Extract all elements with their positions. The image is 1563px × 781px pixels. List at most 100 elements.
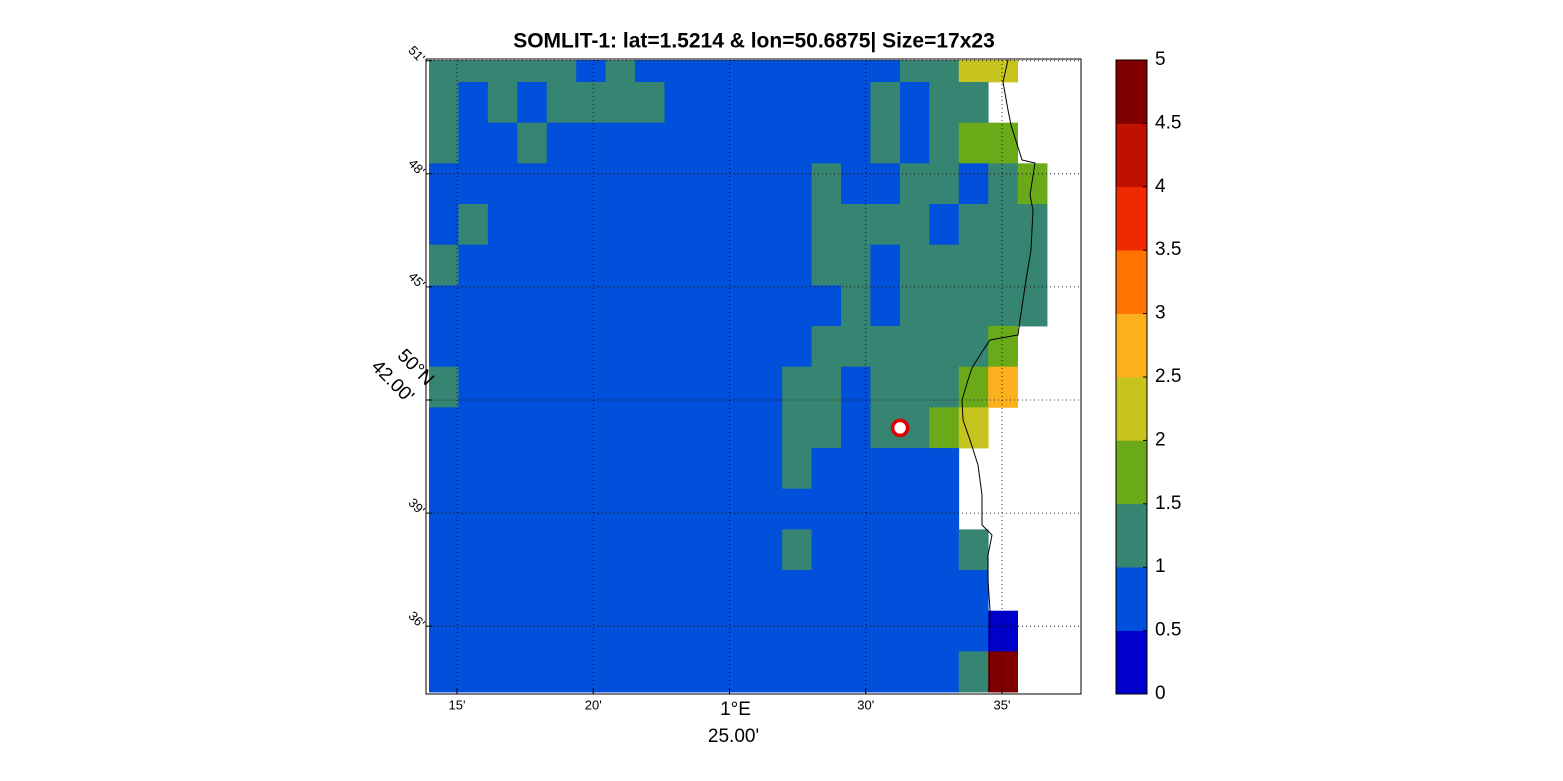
grid-cell [899, 651, 930, 693]
grid-cell [664, 407, 695, 449]
grid-cell [605, 60, 636, 83]
grid-cell [929, 60, 960, 83]
grid-cell [429, 651, 459, 693]
colorbar-segment [1116, 630, 1147, 695]
colorbar-tick-label: 2.5 [1155, 366, 1181, 387]
grid-cell [929, 448, 960, 490]
grid-cell [487, 488, 518, 530]
grid-cell [487, 407, 518, 449]
grid-cell [899, 204, 930, 246]
grid-cell [929, 82, 960, 124]
grid-cell [635, 163, 665, 205]
grid-cell [929, 529, 960, 571]
grid-cell [723, 60, 754, 83]
grid-cell [811, 488, 842, 530]
map-frame [425, 58, 1082, 695]
grid-cell [899, 610, 930, 652]
grid-cell [841, 244, 871, 286]
grid-cell [664, 366, 695, 408]
colorbar-tick-label: 0.5 [1155, 620, 1181, 641]
grid-cell [458, 407, 489, 449]
grid-cell [811, 529, 842, 571]
grid-cell [782, 488, 812, 530]
grid-cell [870, 610, 901, 652]
grid-cell [752, 326, 783, 368]
grid-cell [664, 244, 695, 286]
grid-cell [605, 204, 636, 246]
grid-cell [723, 285, 754, 327]
grid-cell [458, 366, 489, 408]
lon-tick-label: 15' [449, 697, 466, 712]
grid-cell [664, 326, 695, 368]
grid-cell [958, 82, 989, 124]
grid-cell [517, 82, 548, 124]
grid-cell [458, 529, 489, 571]
grid-cell [782, 326, 812, 368]
colorbar-tick-label: 3.5 [1155, 239, 1181, 260]
map-title: SOMLIT-1: lat=1.5214 & lon=50.6875| Size… [513, 30, 995, 53]
grid-cell [664, 82, 695, 124]
grid-cell [546, 448, 577, 490]
grid-cell [782, 163, 812, 205]
grid-cell [811, 82, 842, 124]
lon-degree-label: 1°E [720, 699, 751, 720]
lat-tick-label: 51' [405, 43, 428, 66]
grid-cell [929, 651, 960, 693]
grid-cell [458, 122, 489, 164]
grid-cell [605, 366, 636, 408]
grid-cell [487, 326, 518, 368]
grid-cell [929, 326, 960, 368]
grid-cell [576, 651, 606, 693]
grid-cell [605, 244, 636, 286]
grid-cell [635, 60, 665, 83]
grid-cell [723, 651, 754, 693]
grid-cell [988, 122, 1018, 164]
grid-cell [752, 122, 783, 164]
grid-cell [487, 529, 518, 571]
grid-cell [811, 366, 842, 408]
grid-cell [635, 244, 665, 286]
grid-cell [841, 366, 871, 408]
grid-cell [693, 163, 724, 205]
grid-cell [517, 407, 548, 449]
grid-cell [958, 326, 989, 368]
grid-cell [487, 366, 518, 408]
grid-cell [841, 163, 871, 205]
grid-cell [752, 285, 783, 327]
grid-cell [458, 610, 489, 652]
grid-cell [841, 448, 871, 490]
grid-cell [576, 82, 606, 124]
grid-cell [487, 448, 518, 490]
grid-cell [576, 366, 606, 408]
grid-cell [576, 448, 606, 490]
grid-cell [958, 651, 989, 693]
grid-cell [723, 326, 754, 368]
grid-cell [752, 366, 783, 408]
grid-cell [605, 488, 636, 530]
grid-cell [458, 448, 489, 490]
grid-cell [664, 529, 695, 571]
grid-cell [576, 529, 606, 571]
grid-cell [841, 326, 871, 368]
grid-cell [811, 60, 842, 83]
grid-cell [576, 610, 606, 652]
grid-cell [693, 448, 724, 490]
grid-cell [958, 366, 989, 408]
grid-cell [723, 610, 754, 652]
grid-cell [870, 122, 901, 164]
grid-cell [664, 570, 695, 612]
grid-cell [870, 204, 901, 246]
grid-cell [988, 60, 1018, 83]
grid-cell [870, 529, 901, 571]
grid-cell [899, 448, 930, 490]
grid-cell [605, 570, 636, 612]
grid-cell [429, 244, 459, 286]
colorbar-tick-label: 1 [1155, 556, 1166, 577]
grid-cell [517, 285, 548, 327]
grid-cell [693, 244, 724, 286]
grid-cell [899, 529, 930, 571]
grid-cell [782, 60, 812, 83]
grid-cell [635, 488, 665, 530]
grid-cell [429, 488, 459, 530]
grid-cell [517, 244, 548, 286]
